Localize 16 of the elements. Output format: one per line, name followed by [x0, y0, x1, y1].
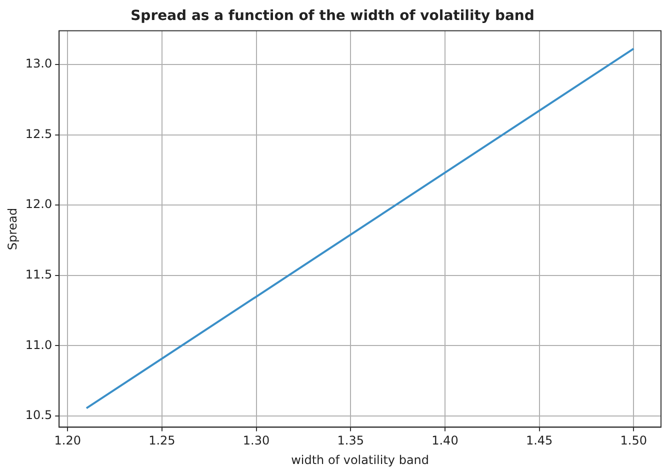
x-tick-label: 1.30: [242, 434, 270, 448]
x-tick-label: 1.50: [620, 434, 647, 448]
x-tick-label: 1.25: [148, 434, 176, 448]
y-tick-label: 13.0: [25, 56, 52, 71]
y-tick-label: 12.0: [25, 197, 52, 212]
x-tick-label: 1.45: [526, 434, 553, 448]
x-axis-title: width of volatility band: [291, 452, 430, 467]
x-tick-label: 1.35: [337, 434, 364, 448]
y-axis-title: Spread: [5, 208, 20, 250]
y-tick-label: 11.0: [25, 338, 52, 352]
y-tick-label: 10.5: [25, 408, 52, 422]
x-tick-label: 1.20: [54, 434, 81, 448]
x-tick-label: 1.40: [432, 434, 458, 448]
chart-title: Spread as a function of the width of volatility band: [130, 8, 534, 24]
y-tick-label: 11.5: [25, 268, 52, 282]
y-tick-label: 12.5: [25, 126, 52, 141]
